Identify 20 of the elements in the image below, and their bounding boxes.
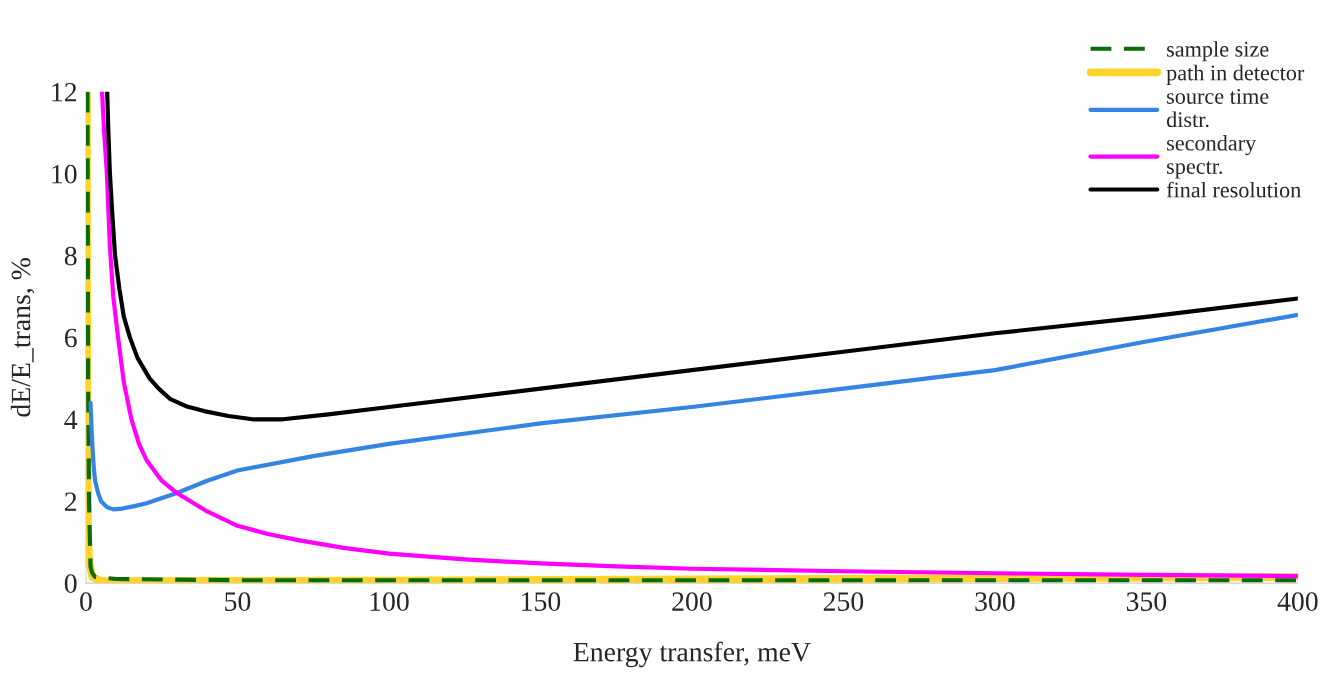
x-tick-label: 100 (370, 592, 409, 611)
y-tick-label: 2 (64, 492, 77, 511)
y-tick-label: 10 (52, 164, 77, 184)
y-tick-label: 6 (64, 328, 77, 348)
y-tick-label: 8 (64, 246, 77, 266)
x-tick-label: 50 (225, 592, 251, 611)
legend-label: path in detector (1166, 64, 1305, 85)
x-tick-label: 250 (823, 592, 864, 611)
y-tick-label: 0 (64, 574, 77, 594)
legend-label: sample size (1167, 41, 1269, 62)
x-tick-label: 200 (672, 592, 712, 611)
y-tick-label: 12 (52, 82, 77, 102)
x-tick-label: 0 (80, 592, 92, 611)
y-tick-label: 4 (64, 410, 78, 429)
y-axis-title: dE/E_trans, % (10, 258, 35, 417)
x-tick-label: 350 (1126, 592, 1167, 611)
x-tick-label: 300 (975, 592, 1015, 611)
x-axis-title: Energy transfer, meV (573, 641, 811, 668)
x-tick-label: 150 (522, 592, 561, 611)
x-tick-label: 400 (1277, 592, 1318, 611)
